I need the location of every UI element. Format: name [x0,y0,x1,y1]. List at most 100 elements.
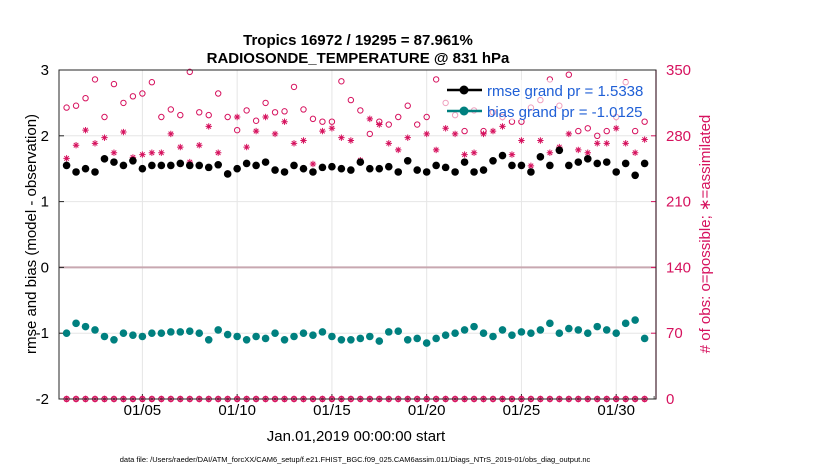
rmse-point [508,161,516,170]
rmse-point [366,164,374,173]
obs-assimilated-point [376,121,383,128]
legend-box [442,80,638,120]
obs-assimilated-point [631,149,639,156]
rmse-point [195,161,204,170]
bias-point [280,335,289,344]
obs-assimilated-point [91,140,99,147]
bias-point [356,334,365,343]
bias-point [204,335,213,344]
bias-point [72,319,80,328]
x-tick-label: 01/10 [218,402,256,419]
bias-point [157,329,166,338]
obs-possible-point [290,83,298,91]
rmse-point [167,161,175,170]
bias-point [233,332,241,341]
bias-point [612,329,620,338]
bias-point [413,334,422,343]
rmse-point [527,168,535,176]
obs-assimilated-point [72,142,80,149]
obs-assimilated-point [395,146,402,154]
rmse-point [280,168,289,176]
bias-point [337,335,346,344]
obs-possible-point [432,76,440,83]
obs-assimilated-point [480,130,487,138]
obs-assimilated-point [527,162,535,170]
rmse-point [176,159,185,168]
x-axis-ticks: 01/05 01/10 01/15 01/20 01/25 01/30 [66,394,655,419]
obs-assimilated-point [442,125,449,132]
obs-assimilated-point [575,146,582,154]
bias-point [62,329,71,338]
obs-assimilated-point [271,130,279,138]
obs-possible-point [366,130,374,138]
obs-possible-point [584,125,591,132]
bias-point [223,330,232,339]
obs-assimilated-point [451,130,459,138]
bias-point [148,329,156,338]
left-tick-label: 3 [41,62,49,79]
bias-point [328,332,336,341]
bias-point [489,332,497,341]
obs-possible-point [233,126,241,134]
obs-assimilated-point [385,140,392,147]
rmse-point [148,161,156,170]
obs-assimilated-point [120,128,127,136]
x-tick-label: 01/05 [124,402,162,419]
bias-point [536,326,545,334]
bias-point [403,335,412,344]
rmse-point [489,157,497,165]
obs-possible-point [177,111,184,119]
obs-assimilated-point [461,151,468,158]
rmse-point [479,166,488,174]
bias-point [517,328,526,336]
obs-possible-point [224,113,231,121]
obs-assimilated-point [196,142,203,149]
data-marks [62,68,649,403]
obs-possible-point [158,113,165,121]
obs-assimilated-point [177,143,184,151]
bias-point [422,339,431,347]
obs-assimilated-point [158,149,165,156]
obs-possible-point [63,104,70,111]
rmse-point [337,164,346,173]
obs-assimilated-point [489,127,497,135]
bias-point [242,335,251,344]
obs-assimilated-point [281,118,288,125]
rmse-point [583,155,592,163]
rmse-point [403,157,412,165]
rmse-point [460,158,469,166]
rmse-point [328,162,336,171]
obs-possible-point [385,121,392,128]
obs-possible-point [603,127,610,135]
obs-assimilated-point [432,146,440,154]
rmse-point [138,164,147,173]
x-tick-label: 01/30 [597,402,635,419]
obs-assimilated-point [470,149,478,156]
bias-point [214,326,222,334]
rmse-point [309,168,317,176]
bias-point [640,334,649,343]
bias-point [261,334,270,343]
obs-assimilated-point [309,160,317,168]
obs-assimilated-point [499,123,506,130]
obs-assimilated-point [328,125,336,132]
rmse-point [612,168,620,176]
bias-point [384,328,393,336]
bias-point [185,327,194,336]
rmse-point [290,161,298,170]
obs-assimilated-point [603,140,610,147]
rmse-point [593,159,602,168]
obs-assimilated-point [82,126,89,134]
legend-bias-marker [459,106,469,116]
bias-point [271,329,279,338]
obs-assimilated-point [262,113,269,121]
x-tick-label: 01/25 [503,402,541,419]
bias-point [574,326,583,334]
obs-possible-point [423,113,430,121]
obs-possible-point [395,113,402,121]
footer-datafile: data file: /Users/raeder/DAI/ATM_forcXX/… [120,455,591,464]
obs-assimilated-point [622,140,629,147]
legend-rmse-marker [459,85,469,95]
right-axis-ticks: 0 70 140 210 280 350 [651,62,691,408]
obs-possible-point [300,106,307,113]
